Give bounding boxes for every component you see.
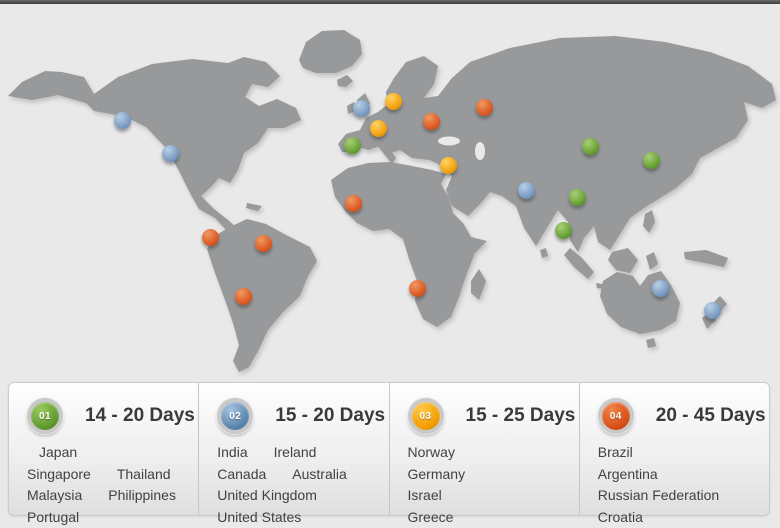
country-row: Croatia [598, 507, 763, 528]
country-name: Russian Federation [597, 487, 720, 503]
country-name: Philippines [108, 487, 176, 503]
country-row: Canada Australia [217, 464, 382, 486]
group-03-badge-icon: 03 [407, 398, 444, 434]
group-02-days-label: 15 - 20 Days [275, 405, 386, 426]
country-row: Israel [408, 485, 573, 507]
country-name: Israel [407, 487, 442, 503]
country-row: India Ireland [217, 442, 382, 464]
map-marker-group-04 [345, 195, 362, 212]
group-02-countries: India Ireland Canada Australia United Kingdo… [217, 442, 382, 528]
group-03-countries: Norway Germany Israel Greece [408, 442, 573, 528]
country-name: India [217, 444, 248, 460]
country-row: Argentina [598, 464, 763, 486]
legend-group-03: 03 15 - 25 Days Norway Germany Israel Greec… [388, 383, 579, 525]
group-03-days-label: 15 - 25 Days [465, 405, 576, 426]
country-name: Singapore [27, 465, 91, 482]
country-name: Germany [407, 465, 466, 482]
country-row: Japan [27, 442, 192, 464]
group-01-days-label: 14 - 20 Days [85, 405, 195, 426]
legend-group-02: 02 15 - 20 Days India Ireland Canada Austra… [198, 383, 388, 525]
map-marker-group-04 [476, 99, 493, 116]
legend-group-01: 01 14 - 20 Days Japan Singapore Thailand Ma… [9, 383, 198, 525]
country-name: Canada [217, 465, 267, 482]
group-03-header: 03 15 - 25 Days [407, 397, 576, 435]
country-row: United Kingdom [217, 485, 382, 507]
map-marker-group-04 [202, 229, 219, 246]
group-04-badge-icon: 04 [597, 398, 634, 434]
group-02-badge-icon: 02 [217, 398, 254, 434]
world-map-stage [8, 30, 776, 372]
legend-panel: 01 14 - 20 Days Japan Singapore Thailand Ma… [8, 382, 770, 525]
country-name: Ireland [273, 444, 317, 460]
country-name: United Kingdom [217, 487, 317, 503]
world-map [8, 30, 776, 372]
country-name: Malaysia [27, 487, 83, 503]
country-name: Greece [407, 508, 454, 525]
group-04-countries: Brazil Argentina Russian Federation Croatia [598, 442, 763, 528]
top-border-strip [0, 0, 780, 4]
map-marker-group-01 [344, 137, 361, 154]
map-marker-group-04 [423, 113, 440, 130]
legend-group-04: 04 20 - 45 Days Brazil Argentina Russian F… [578, 383, 769, 525]
map-marker-group-04 [255, 235, 272, 252]
map-marker-group-03 [440, 157, 457, 174]
group-04-days-label: 20 - 45 Days [655, 405, 766, 426]
map-marker-group-04 [235, 288, 252, 305]
country-row: Germany [408, 464, 573, 486]
map-marker-group-02 [353, 100, 370, 117]
country-row: United States [217, 507, 382, 528]
group-01-countries: Japan Singapore Thailand Malaysia Philippine… [27, 442, 192, 528]
country-name: Croatia [597, 508, 643, 525]
map-marker-group-02 [518, 182, 535, 199]
country-row: Norway [408, 442, 573, 464]
map-marker-group-01 [582, 138, 599, 155]
map-marker-group-01 [569, 189, 586, 206]
country-row: Greece [408, 507, 573, 528]
country-name: Norway [407, 444, 455, 460]
map-marker-group-04 [409, 280, 426, 297]
group-04-header: 04 20 - 45 Days [597, 397, 766, 435]
country-name: Australia [292, 465, 347, 482]
country-name: Argentina [597, 465, 658, 482]
map-marker-group-02 [114, 112, 131, 129]
country-name: Japan [39, 444, 78, 460]
country-name: Portugal [27, 508, 80, 525]
country-row: Singapore Thailand [27, 464, 192, 486]
group-01-header: 01 14 - 20 Days [27, 397, 195, 435]
country-row: Portugal [27, 507, 192, 528]
map-marker-group-02 [704, 302, 721, 319]
map-marker-group-01 [643, 152, 660, 169]
country-row: Malaysia Philippines [27, 485, 192, 507]
country-name: Thailand [116, 465, 171, 482]
map-marker-group-03 [385, 93, 402, 110]
group-01-badge-icon: 01 [27, 398, 63, 434]
map-marker-group-01 [555, 222, 572, 239]
map-marker-group-02 [162, 145, 179, 162]
country-row: Brazil [598, 442, 763, 464]
country-row: Russian Federation [598, 485, 763, 507]
map-marker-group-02 [652, 280, 669, 297]
country-name: United States [217, 508, 302, 525]
map-marker-group-03 [370, 120, 387, 137]
group-02-header: 02 15 - 20 Days [217, 397, 386, 435]
country-name: Brazil [597, 444, 633, 460]
